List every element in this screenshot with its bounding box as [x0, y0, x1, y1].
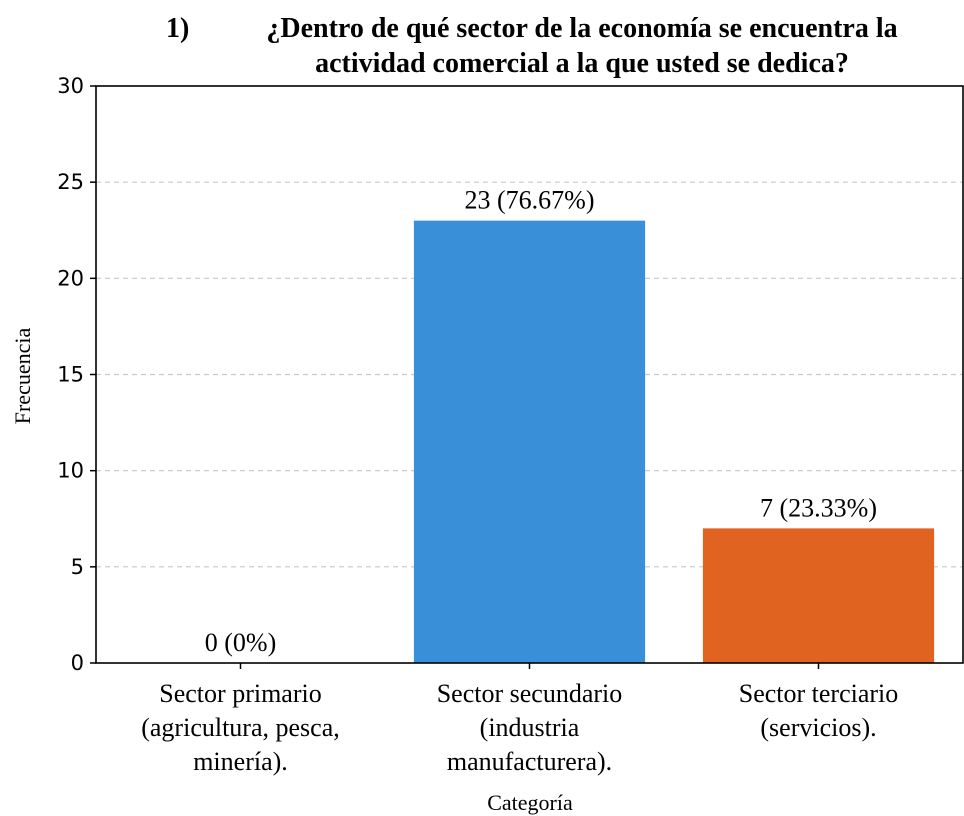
- data-label: 0 (0%): [205, 628, 276, 657]
- data-label: 7 (23.33%): [760, 493, 877, 522]
- title-line-2: actividad comercial a la que usted se de…: [315, 48, 849, 79]
- title-number: 1): [166, 13, 189, 44]
- y-axis-ticks: 0 5 10 15 20 25 30: [57, 74, 96, 675]
- category-label: Sector primario: [159, 679, 321, 708]
- y-tick-label: 20: [57, 266, 84, 290]
- category-label: manufacturera).: [447, 747, 612, 776]
- bar: [413, 220, 646, 663]
- data-labels: 0 (0%) 23 (76.67%) 7 (23.33%): [205, 186, 877, 657]
- y-tick-label: 10: [57, 459, 84, 483]
- x-axis-categories: Sector primario (agricultura, pesca, miner…: [141, 663, 898, 776]
- y-tick-label: 15: [57, 363, 84, 387]
- bar: [702, 528, 935, 663]
- y-tick-label: 0: [71, 651, 84, 675]
- data-label: 23 (76.67%): [465, 186, 595, 215]
- y-tick-label: 5: [71, 555, 84, 579]
- y-axis-label: Frecuencia: [10, 328, 35, 425]
- category-label: (industria: [480, 713, 580, 742]
- chart-title: 1) ¿Dentro de qué sector de la economía …: [166, 13, 898, 79]
- category-label: Sector secundario: [437, 679, 623, 708]
- category-label: minería).: [193, 747, 288, 776]
- bars: [413, 220, 935, 663]
- category-label: Sector terciario: [739, 679, 899, 708]
- category-label: (servicios).: [760, 713, 876, 742]
- x-axis-label: Categoría: [487, 790, 573, 815]
- category-label: (agricultura, pesca,: [141, 713, 340, 742]
- y-tick-label: 30: [57, 74, 84, 98]
- title-line-1: ¿Dentro de qué sector de la economía se …: [266, 13, 897, 44]
- y-tick-label: 25: [57, 170, 84, 194]
